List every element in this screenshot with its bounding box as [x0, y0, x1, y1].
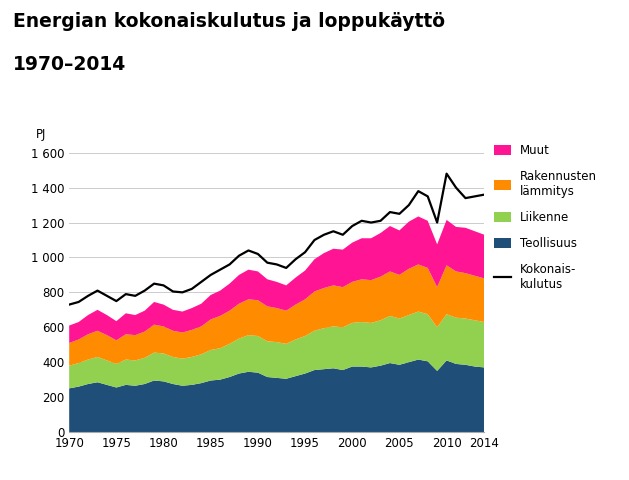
- Text: PJ: PJ: [36, 128, 47, 141]
- Text: Energian kokonaiskulutus ja loppukäyttö: Energian kokonaiskulutus ja loppukäyttö: [13, 12, 445, 31]
- Legend: Muut, Rakennusten
lämmitys, Liikenne, Teollisuus, Kokonais-
kulutus: Muut, Rakennusten lämmitys, Liikenne, Te…: [494, 144, 598, 291]
- Text: 1970–2014: 1970–2014: [13, 55, 126, 74]
